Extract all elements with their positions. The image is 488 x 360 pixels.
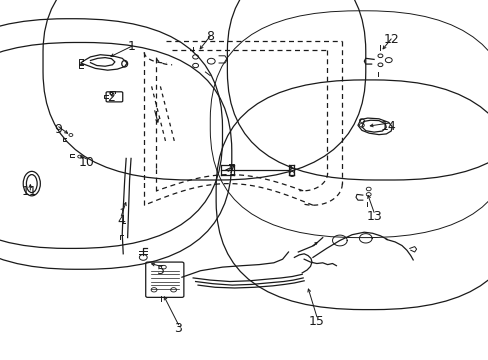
Text: 14: 14 xyxy=(380,120,396,133)
Text: 10: 10 xyxy=(79,156,95,169)
Text: 13: 13 xyxy=(366,210,381,223)
Text: 7: 7 xyxy=(228,163,236,176)
Text: 4: 4 xyxy=(117,214,125,227)
Text: 3: 3 xyxy=(174,322,182,335)
Text: 8: 8 xyxy=(206,30,214,43)
Text: 11: 11 xyxy=(21,185,37,198)
Text: 6: 6 xyxy=(286,167,294,180)
Text: 2: 2 xyxy=(107,91,115,104)
Text: 12: 12 xyxy=(383,33,398,46)
Text: 1: 1 xyxy=(128,40,136,53)
Text: 15: 15 xyxy=(308,315,324,328)
Text: 9: 9 xyxy=(54,123,61,136)
Text: 5: 5 xyxy=(157,264,165,277)
